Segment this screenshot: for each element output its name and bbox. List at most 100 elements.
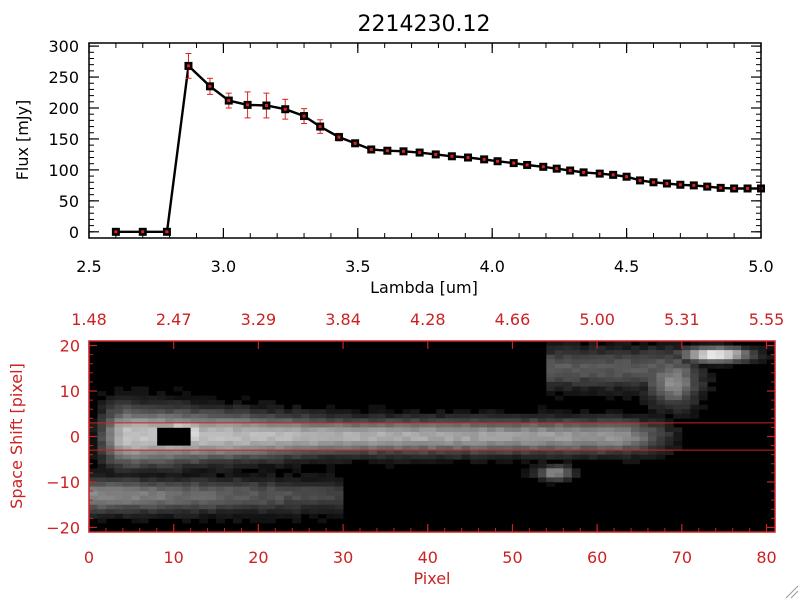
image-cell <box>605 441 615 446</box>
image-cell <box>715 341 725 346</box>
image-cell <box>673 413 683 419</box>
image-cell <box>165 513 175 519</box>
image-cell <box>487 436 496 442</box>
image-cell <box>275 486 285 492</box>
image-cell <box>546 418 556 424</box>
image-cell <box>647 363 657 369</box>
image-top-tick-label: 5.31 <box>664 310 700 329</box>
image-cell <box>639 450 649 456</box>
image-cell <box>554 395 564 401</box>
image-cell <box>122 477 132 483</box>
image-cell <box>520 450 530 456</box>
image-cell <box>402 413 412 419</box>
image-cell <box>503 413 513 419</box>
image-cell <box>470 454 479 460</box>
image-cell <box>317 427 327 433</box>
image-cell <box>326 513 336 519</box>
image-cell <box>300 427 310 433</box>
image-cell <box>707 341 717 346</box>
image-cell <box>343 409 352 415</box>
image-cell <box>156 486 166 492</box>
image-cell <box>114 491 124 497</box>
image-cell <box>605 381 615 387</box>
image-cell <box>605 418 615 424</box>
image-cell <box>673 409 683 415</box>
data-point-center <box>692 183 696 187</box>
image-cell <box>647 450 657 456</box>
image-cell <box>258 495 268 501</box>
image-cell <box>182 518 192 524</box>
image-cell <box>698 386 708 392</box>
image-cell <box>216 481 225 487</box>
image-cell <box>241 445 251 451</box>
image-cell <box>105 441 115 446</box>
image-cell <box>232 486 242 492</box>
image-cell <box>664 368 674 374</box>
image-cell <box>631 354 640 360</box>
image-cell <box>622 445 632 451</box>
image-cell <box>165 463 175 469</box>
data-point-center <box>466 156 470 160</box>
image-cell <box>241 409 251 415</box>
image-cell <box>580 368 590 374</box>
image-cell <box>165 395 175 401</box>
image-cell <box>199 463 208 469</box>
image-cell <box>563 431 573 437</box>
image-cell <box>707 363 717 369</box>
image-cell <box>190 409 200 415</box>
image-cell <box>546 427 556 433</box>
image-cell <box>182 504 192 510</box>
image-cell <box>317 418 327 424</box>
image-cell <box>148 450 158 456</box>
image-cell <box>622 372 632 378</box>
image-cell <box>122 491 132 497</box>
image-cell <box>199 441 208 446</box>
image-cell <box>249 513 259 519</box>
image-cell <box>546 409 556 415</box>
image-cell <box>639 345 649 351</box>
image-cell <box>690 345 700 351</box>
image-cell <box>656 354 666 360</box>
image-cell <box>266 427 276 433</box>
image-cell <box>690 381 700 387</box>
image-cell <box>385 413 395 419</box>
image-cell <box>309 491 319 497</box>
image-cell <box>114 409 124 415</box>
image-cell <box>512 450 522 456</box>
image-cell <box>503 418 513 424</box>
image-cell <box>283 441 293 446</box>
image-cell <box>622 454 632 460</box>
image-cell <box>97 472 107 478</box>
image-cell <box>571 431 581 437</box>
image-cell <box>334 445 344 451</box>
image-cell <box>199 436 208 442</box>
image-cell <box>199 459 208 465</box>
image-cell <box>707 386 717 392</box>
image-cell <box>148 468 158 474</box>
image-cell <box>317 504 327 510</box>
image-cell <box>520 431 530 437</box>
image-cell <box>114 391 124 396</box>
image-cell <box>656 409 666 415</box>
image-cell <box>427 431 437 437</box>
image-cell <box>122 404 132 410</box>
resize-grip-icon[interactable] <box>785 585 799 599</box>
image-cell <box>690 341 700 346</box>
image-cell <box>588 368 598 374</box>
image-cell <box>139 518 149 524</box>
image-cell <box>724 363 734 369</box>
image-cell <box>580 363 590 369</box>
data-point-center <box>512 161 516 165</box>
image-cell <box>664 445 674 451</box>
image-cell <box>639 441 649 446</box>
y-tick-label: 250 <box>48 68 79 87</box>
image-cell <box>224 495 234 501</box>
image-cell <box>647 386 657 392</box>
image-cell <box>385 459 395 465</box>
image-cell <box>89 513 98 519</box>
image-cell <box>173 400 183 406</box>
image-cell <box>588 450 598 456</box>
image-cell <box>258 450 268 456</box>
image-cell <box>334 427 344 433</box>
image-cell <box>216 454 225 460</box>
